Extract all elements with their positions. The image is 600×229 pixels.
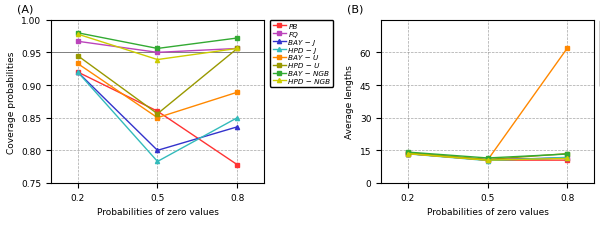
HPD − NGB: [154, 59, 161, 62]
HPD − NGB: [74, 33, 81, 36]
Line: PB: PB: [406, 151, 569, 163]
FQ: [154, 52, 161, 55]
Line: HPD − NGB: HPD − NGB: [76, 33, 239, 62]
FQ: [564, 157, 571, 160]
HPD − J: [234, 117, 241, 120]
BAY − U: [234, 91, 241, 94]
BAY − U: [564, 47, 571, 50]
BAY − NGB: [234, 38, 241, 40]
X-axis label: Probabilities of zero values: Probabilities of zero values: [97, 207, 218, 216]
Line: PB: PB: [76, 71, 239, 167]
HPD − J: [564, 156, 571, 159]
HPD − NGB: [234, 48, 241, 51]
Line: HPD − U: HPD − U: [76, 47, 239, 116]
Y-axis label: Average lengths: Average lengths: [345, 65, 354, 139]
HPD − U: [154, 113, 161, 116]
Line: BAY − U: BAY − U: [76, 62, 239, 120]
BAY − J: [484, 159, 491, 162]
HPD − J: [74, 71, 81, 74]
Line: BAY − U: BAY − U: [406, 47, 569, 163]
BAY − U: [404, 153, 411, 155]
Line: BAY − J: BAY − J: [76, 71, 239, 153]
HPD − NGB: [564, 157, 571, 160]
HPD − NGB: [404, 153, 411, 155]
PB: [154, 110, 161, 113]
HPD − U: [484, 158, 491, 161]
BAY − NGB: [564, 153, 571, 156]
FQ: [74, 41, 81, 44]
Line: HPD − J: HPD − J: [76, 71, 239, 164]
HPD − J: [484, 159, 491, 162]
PB: [234, 164, 241, 166]
HPD − U: [234, 48, 241, 51]
PB: [484, 159, 491, 162]
BAY − U: [154, 117, 161, 120]
BAY − J: [234, 126, 241, 129]
Line: FQ: FQ: [406, 152, 569, 162]
FQ: [234, 48, 241, 51]
BAY − J: [404, 153, 411, 155]
BAY − U: [484, 159, 491, 162]
Line: BAY − J: BAY − J: [406, 152, 569, 163]
HPD − U: [564, 153, 571, 155]
BAY − J: [564, 157, 571, 160]
Text: (B): (B): [347, 4, 364, 14]
Line: HPD − U: HPD − U: [406, 151, 569, 162]
PB: [564, 159, 571, 162]
FQ: [404, 153, 411, 155]
X-axis label: Probabilities of zero values: Probabilities of zero values: [427, 207, 548, 216]
BAY − J: [74, 71, 81, 74]
HPD − NGB: [484, 159, 491, 162]
BAY − NGB: [74, 32, 81, 35]
FQ: [484, 158, 491, 161]
Text: (A): (A): [17, 4, 34, 14]
HPD − U: [404, 152, 411, 155]
BAY − U: [74, 63, 81, 65]
PB: [404, 151, 411, 154]
Line: BAY − NGB: BAY − NGB: [76, 32, 239, 51]
Legend: PB, FQ, BAY − J, HPD − J, BAY − U, HPD − U, BAY − NGB, HPD − NGB: PB, FQ, BAY − J, HPD − J, BAY − U, HPD −…: [269, 21, 334, 87]
Y-axis label: Coverage probabilities: Coverage probabilities: [7, 51, 16, 153]
PB: [74, 71, 81, 74]
BAY − J: [154, 149, 161, 152]
HPD − U: [74, 55, 81, 58]
BAY − NGB: [404, 151, 411, 154]
BAY − NGB: [484, 157, 491, 160]
Line: BAY − NGB: BAY − NGB: [406, 150, 569, 160]
Line: HPD − J: HPD − J: [406, 152, 569, 163]
HPD − J: [154, 160, 161, 163]
BAY − NGB: [154, 48, 161, 51]
Line: FQ: FQ: [76, 40, 239, 55]
Line: HPD − NGB: HPD − NGB: [406, 152, 569, 163]
HPD − J: [404, 153, 411, 155]
